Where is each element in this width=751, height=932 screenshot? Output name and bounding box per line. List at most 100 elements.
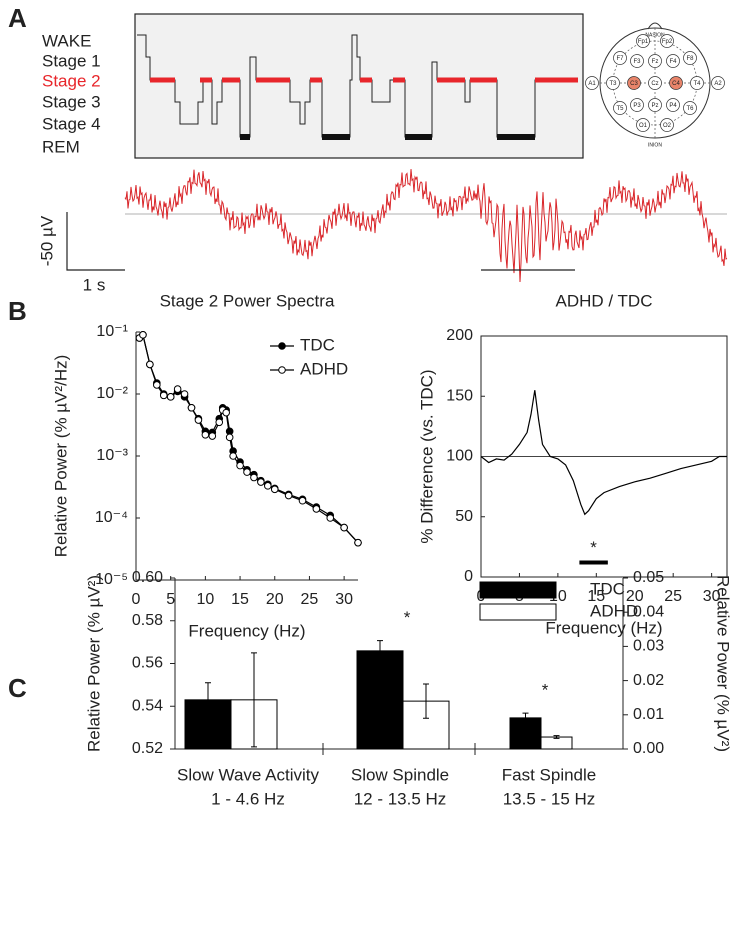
electrode-label: O2 (663, 123, 672, 129)
stage-label: Stage 4 (42, 114, 101, 133)
y-tick-label: 10⁻⁵ (95, 571, 128, 588)
category-label: Slow Wave Activity (177, 765, 320, 784)
electrode (630, 54, 644, 68)
x-tick-label: 25 (301, 591, 319, 608)
legend-marker (278, 366, 286, 374)
electrode (683, 51, 697, 65)
legend-label: ADHD (590, 601, 638, 620)
electrode (660, 118, 674, 132)
electrode-label: T5 (616, 106, 624, 112)
y-tick-label: 200 (446, 327, 473, 344)
eeg-trace (124, 169, 728, 283)
data-point (139, 331, 147, 339)
bar (356, 650, 404, 750)
x-tick-label: 30 (703, 588, 721, 605)
category-label: Fast Spindle (502, 765, 597, 784)
significance-label: * (404, 608, 411, 627)
data-point (284, 491, 293, 500)
data-point (225, 433, 234, 442)
y-axis-label: % Difference (vs. TDC) (417, 369, 436, 543)
y-tick-label: 10⁻⁴ (95, 509, 128, 526)
data-point (159, 391, 168, 400)
data-point (208, 432, 217, 440)
data-point (222, 408, 230, 417)
x-tick-label: 15 (231, 591, 249, 608)
electrode (648, 76, 662, 90)
legend-swatch (479, 603, 557, 621)
electrode (636, 34, 650, 48)
legend-marker (278, 342, 286, 350)
electrode (648, 98, 662, 112)
panel-label: A (8, 3, 27, 33)
stage-label: WAKE (42, 31, 91, 50)
electrode-label: F3 (633, 59, 641, 65)
y-axis-label: Relative Power (% µV²) (84, 575, 103, 752)
data-point (146, 360, 154, 369)
electrode-label: Pz (651, 103, 658, 109)
electrode (627, 76, 641, 90)
y2-tick-label: 0.00 (633, 740, 664, 757)
data-point (153, 381, 161, 389)
x-tick-label: 20 (626, 588, 644, 605)
category-range: 12 - 13.5 Hz (354, 789, 447, 808)
stage-label: Stage 2 (42, 71, 101, 90)
y-tick-label: 0.60 (132, 569, 163, 586)
data-point (340, 523, 348, 532)
x-axis-label: Frequency (Hz) (188, 621, 305, 640)
error-bar (377, 640, 383, 662)
electrode (666, 98, 680, 112)
electrode (683, 101, 697, 115)
electrode (669, 76, 683, 90)
x-tick-label: 10 (196, 591, 214, 608)
data-point (173, 385, 182, 393)
data-point (257, 478, 265, 486)
data-point (180, 390, 189, 398)
electrode (630, 98, 644, 112)
x-tick-label: 30 (335, 591, 353, 608)
electrode-label: Cz (651, 81, 658, 87)
error-bar (553, 735, 560, 739)
y2-tick-label: 0.02 (633, 672, 664, 689)
electrode (690, 76, 704, 90)
y2-tick-label: 0.01 (633, 706, 664, 723)
y2-tick-label: 0.04 (633, 603, 664, 620)
y2-tick-label: 0.03 (633, 638, 664, 655)
electrode (613, 51, 627, 65)
time-scale-label: 1 s (83, 275, 106, 294)
x-axis-label: Frequency (Hz) (545, 618, 662, 637)
electrode (606, 76, 620, 90)
y-tick-label: 0 (464, 568, 473, 585)
data-point (187, 403, 196, 412)
inion-label: INION (648, 142, 662, 148)
data-point (166, 393, 175, 401)
electrode-label: Fp1 (638, 39, 649, 45)
electrode-label: C3 (630, 81, 638, 87)
electrode-label: T4 (693, 81, 701, 87)
data-point (312, 505, 321, 513)
y-tick-label: 10⁻¹ (96, 323, 128, 340)
series-line (480, 390, 727, 516)
category-label: Slow Spindle (351, 765, 449, 784)
data-point (270, 485, 279, 494)
electrode (666, 54, 680, 68)
scale-bar (66, 212, 125, 271)
electrode (613, 101, 627, 115)
legend-label: TDC (590, 579, 625, 598)
significance-label: * (590, 538, 597, 557)
electrode (648, 54, 662, 68)
data-point (264, 482, 272, 490)
error-bar (251, 652, 257, 748)
data-point (354, 538, 362, 547)
y-tick-label: 100 (446, 448, 473, 465)
electrode-label: T3 (609, 81, 617, 87)
data-point (298, 496, 307, 505)
x-tick-label: 5 (166, 591, 175, 608)
nasion-label: NASION (645, 32, 665, 38)
electrode-label: F4 (669, 59, 677, 65)
error-bar (423, 683, 429, 719)
legend-label: ADHD (300, 359, 348, 378)
data-point (194, 416, 203, 424)
y-tick-label: 150 (446, 387, 473, 404)
electrode-label: Fp2 (662, 39, 673, 45)
amplitude-scale-label: -50 µV (37, 215, 56, 266)
